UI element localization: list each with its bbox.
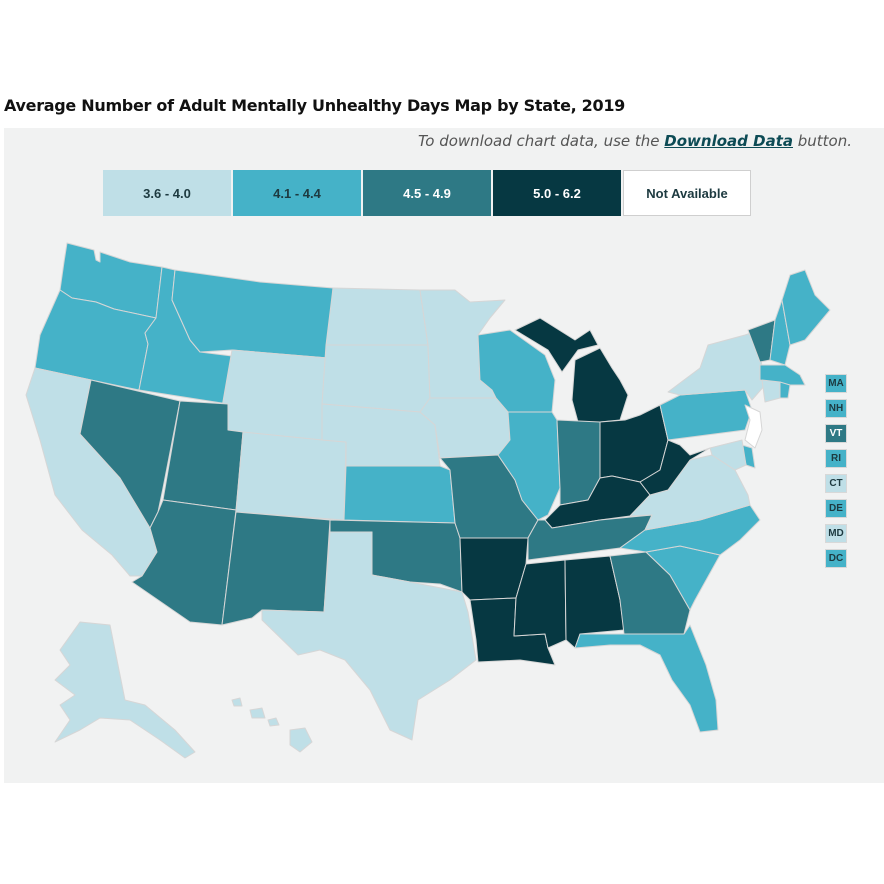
small-state-NH[interactable]: NH	[825, 399, 847, 418]
state-KS[interactable]	[343, 465, 456, 524]
state-WY[interactable]	[217, 349, 329, 441]
state-ME[interactable]	[781, 269, 831, 346]
download-note: To download chart data, use the Download…	[418, 132, 852, 150]
state-MD[interactable]	[709, 439, 747, 471]
small-state-MD[interactable]: MD	[825, 524, 847, 543]
state-WV[interactable]	[639, 439, 711, 496]
small-state-MA[interactable]: MA	[825, 374, 847, 393]
state-NM[interactable]	[221, 511, 331, 626]
download-data-link[interactable]: Download Data	[664, 132, 793, 150]
small-state-label-VT: VT	[829, 428, 843, 439]
legend-label-3: 4.5 - 4.9	[403, 185, 451, 201]
small-state-DC[interactable]: DC	[825, 549, 847, 568]
download-note-prefix: To download chart data, use the	[417, 132, 665, 150]
legend-label-2: 4.1 - 4.4	[273, 185, 321, 201]
small-state-label-CT: CT	[829, 478, 843, 489]
legend-label-1: 3.6 - 4.0	[143, 185, 191, 201]
legend-label-4: 5.0 - 6.2	[533, 185, 581, 201]
state-RI[interactable]	[779, 381, 791, 399]
legend-item-1[interactable]: 3.6 - 4.0	[103, 170, 231, 216]
state-MI[interactable]	[514, 317, 629, 423]
legend-item-4[interactable]: 5.0 - 6.2	[493, 170, 621, 216]
small-state-label-MA: MA	[828, 378, 844, 389]
map-title: Average Number of Adult Mentally Unhealt…	[4, 96, 626, 115]
small-states-legend: MA NH VT RI CT DE MD DC	[825, 374, 847, 574]
state-NY[interactable]	[667, 329, 766, 401]
state-FL[interactable]	[574, 624, 719, 733]
state-MT[interactable]	[171, 269, 334, 359]
legend-label-na: Not Available	[646, 185, 728, 201]
state-SD[interactable]	[321, 344, 431, 413]
state-NJ[interactable]	[744, 404, 763, 449]
small-state-CT[interactable]: CT	[825, 474, 847, 493]
map-legend: 3.6 - 4.0 4.1 - 4.4 4.5 - 4.9 5.0 - 6.2 …	[103, 170, 753, 216]
small-state-DE[interactable]: DE	[825, 499, 847, 518]
small-state-RI[interactable]: RI	[825, 449, 847, 468]
state-CT[interactable]	[761, 379, 781, 403]
state-CO[interactable]	[235, 431, 347, 521]
state-AK[interactable]	[54, 621, 196, 759]
state-TN[interactable]	[527, 514, 653, 561]
small-state-label-DC: DC	[828, 553, 844, 564]
state-ND[interactable]	[325, 287, 429, 346]
download-note-suffix: button.	[792, 132, 852, 150]
state-HI[interactable]	[231, 697, 313, 753]
small-state-label-RI: RI	[831, 453, 841, 464]
legend-item-na[interactable]: Not Available	[623, 170, 751, 216]
state-PA[interactable]	[659, 389, 753, 441]
small-state-VT[interactable]: VT	[825, 424, 847, 443]
state-TX[interactable]	[261, 531, 477, 741]
legend-item-3[interactable]: 4.5 - 4.9	[363, 170, 491, 216]
small-state-label-NH: NH	[828, 403, 844, 414]
small-state-label-MD: MD	[828, 528, 844, 539]
small-state-label-DE: DE	[829, 503, 843, 514]
state-MA[interactable]	[759, 364, 806, 386]
legend-item-2[interactable]: 4.1 - 4.4	[233, 170, 361, 216]
state-NH[interactable]	[769, 299, 791, 366]
